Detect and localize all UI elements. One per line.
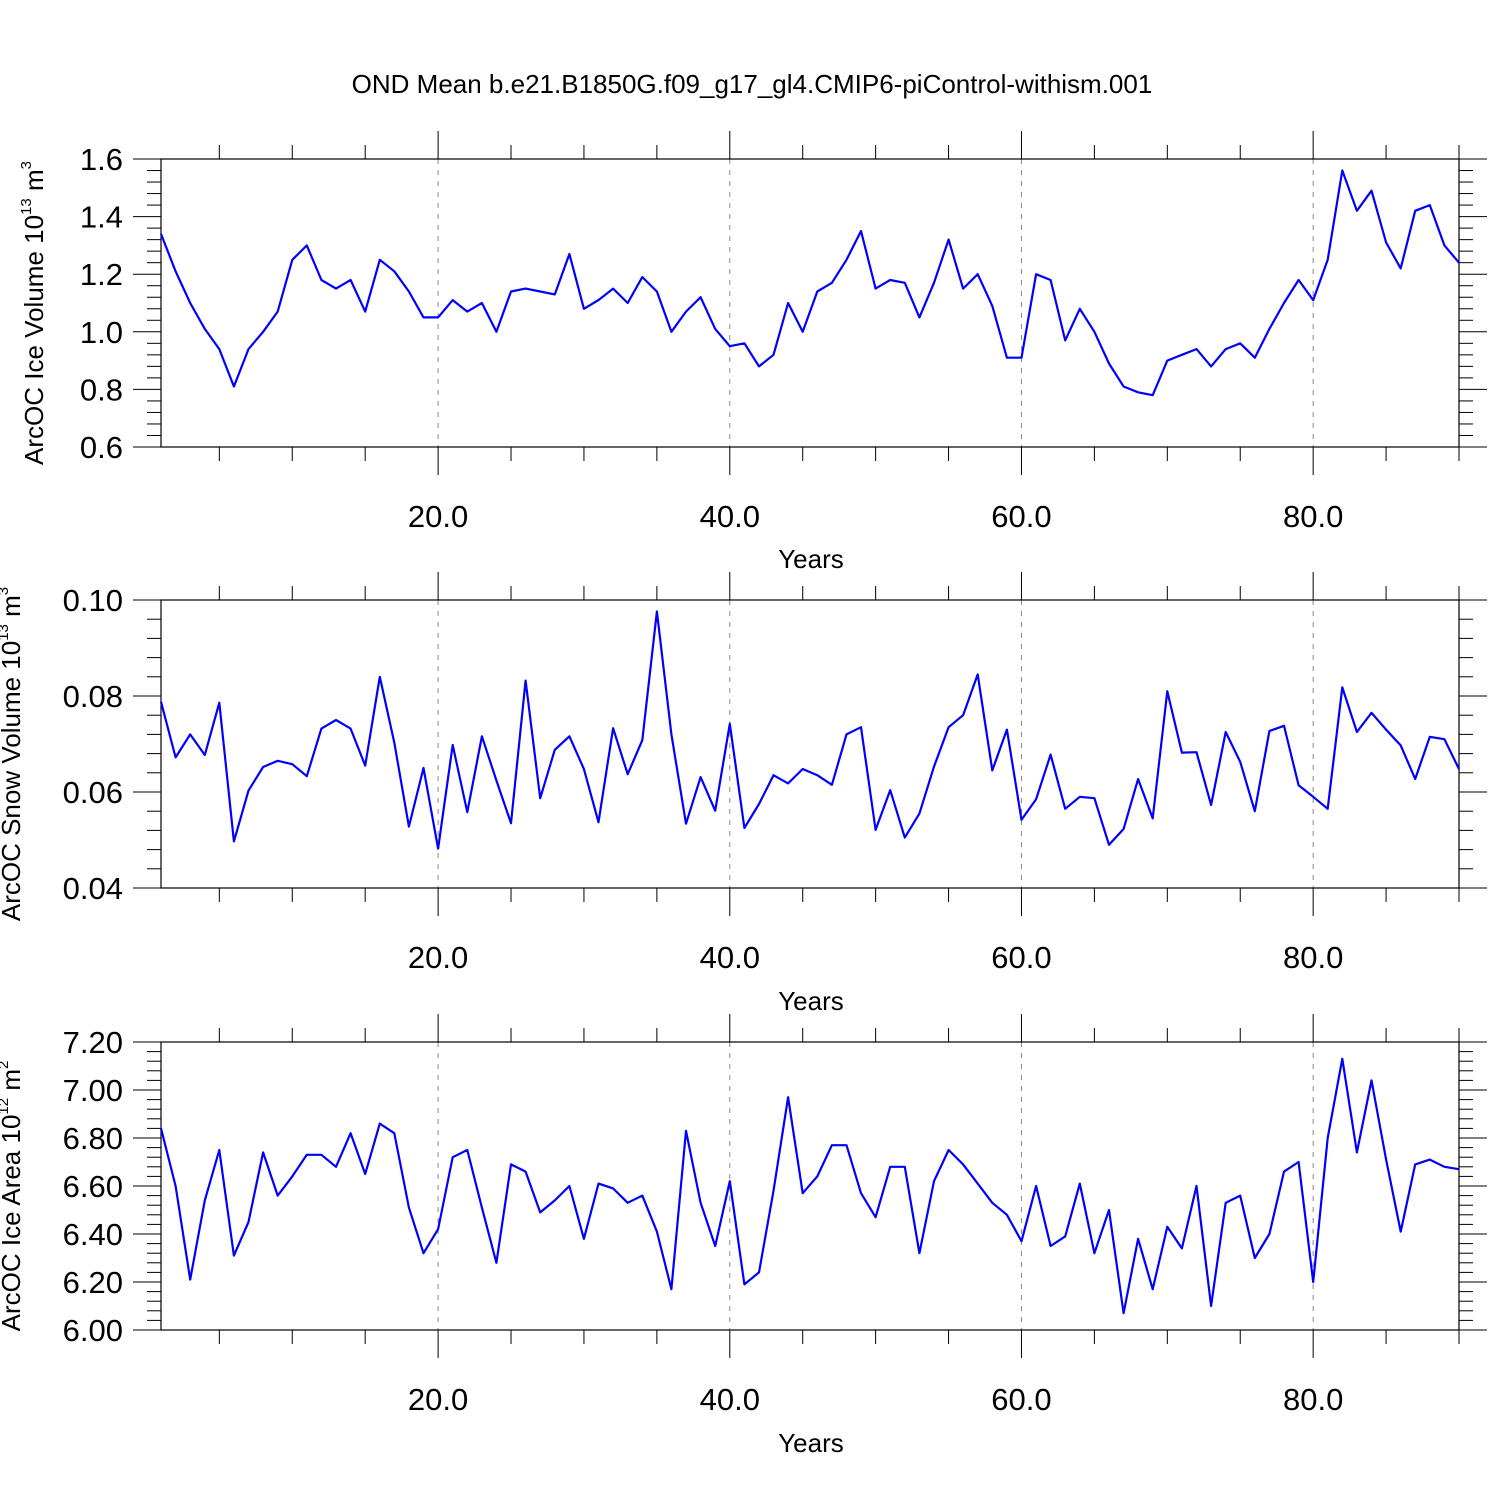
x-axis-label: Years bbox=[778, 986, 844, 1016]
x-tick-label: 60.0 bbox=[991, 499, 1051, 534]
panel-1: 0.6 0.8 1.0 1.2 1.4 1.6 20.0 40.0 60.0 80.0 Years A… bbox=[18, 131, 1487, 574]
series-line bbox=[159, 1057, 1460, 1315]
y-axis-label-unit-exponent: 3 bbox=[0, 587, 12, 595]
x-tick-label: 40.0 bbox=[700, 940, 760, 975]
x-axis-label: Years bbox=[778, 544, 844, 574]
x-tick-label: 20.0 bbox=[408, 1382, 468, 1417]
y-tick-label: 0.04 bbox=[63, 871, 123, 906]
y-axis-label: ArcOC Ice Volume 1013 m3 bbox=[18, 161, 49, 465]
x-tick-label: 60.0 bbox=[991, 940, 1051, 975]
plot-frame bbox=[160, 599, 1460, 889]
x-tick-label: 20.0 bbox=[408, 940, 468, 975]
x-axis-label: Years bbox=[778, 1428, 844, 1458]
y-axis-label-text: ArcOC Ice Area 10 bbox=[0, 1115, 26, 1332]
y-axis-label-unit: m bbox=[0, 595, 26, 624]
y-axis-label-unit-exponent: 3 bbox=[18, 161, 35, 169]
y-tick-label: 6.00 bbox=[63, 1313, 123, 1348]
x-tick-label: 80.0 bbox=[1283, 499, 1343, 534]
plot-frame bbox=[160, 158, 1460, 448]
x-tick-label: 80.0 bbox=[1283, 940, 1343, 975]
y-tick-label: 0.06 bbox=[63, 775, 123, 810]
y-tick-label: 6.80 bbox=[63, 1121, 123, 1156]
y-axis-label-exponent: 12 bbox=[0, 1098, 12, 1115]
y-axis-label-exponent: 13 bbox=[0, 624, 12, 641]
y-axis-label-unit-exponent: 2 bbox=[0, 1061, 12, 1069]
y-tick-label: 0.10 bbox=[63, 583, 123, 618]
y-axis-label: ArcOC Ice Area 1012 m2 bbox=[0, 1061, 26, 1332]
y-tick-label: 0.8 bbox=[80, 372, 123, 407]
panel-3: 6.00 6.20 6.40 6.60 6.80 7.00 7.20 20.0 40.0 60.0… bbox=[0, 1014, 1487, 1458]
y-tick-label: 6.40 bbox=[63, 1217, 123, 1252]
y-tick-label: 1.0 bbox=[80, 315, 123, 350]
y-axis-label: ArcOC Snow Volume 1013 m3 bbox=[0, 587, 26, 921]
series-line bbox=[159, 169, 1460, 397]
y-tick-label: 7.20 bbox=[63, 1025, 123, 1060]
x-tick-label: 40.0 bbox=[700, 1382, 760, 1417]
y-axis-label-text: ArcOC Ice Volume 10 bbox=[19, 215, 49, 465]
x-tick-label: 20.0 bbox=[408, 499, 468, 534]
x-tick-label: 80.0 bbox=[1283, 1382, 1343, 1417]
x-tick-label: 60.0 bbox=[991, 1382, 1051, 1417]
y-tick-label: 1.6 bbox=[80, 142, 123, 177]
y-tick-label: 6.20 bbox=[63, 1265, 123, 1300]
y-tick-label: 7.00 bbox=[63, 1073, 123, 1108]
chart-title: OND Mean b.e21.B1850G.f09_g17_gl4.CMIP6-… bbox=[352, 69, 1153, 99]
x-tick-label: 40.0 bbox=[700, 499, 760, 534]
y-tick-label: 1.4 bbox=[80, 200, 123, 235]
series-line bbox=[159, 610, 1460, 850]
panel-2: 0.04 0.06 0.08 0.10 20.0 40.0 60.0 80.0 Years Arc… bbox=[0, 572, 1487, 1016]
y-axis-label-unit: m bbox=[0, 1069, 26, 1098]
y-axis-label-exponent: 13 bbox=[18, 198, 35, 215]
y-tick-label: 0.6 bbox=[80, 430, 123, 465]
y-tick-label: 6.60 bbox=[63, 1169, 123, 1204]
y-axis-label-text: ArcOC Snow Volume 10 bbox=[0, 641, 26, 921]
y-axis-label-unit: m bbox=[19, 169, 49, 198]
y-tick-label: 1.2 bbox=[80, 257, 123, 292]
y-tick-label: 0.08 bbox=[63, 679, 123, 714]
